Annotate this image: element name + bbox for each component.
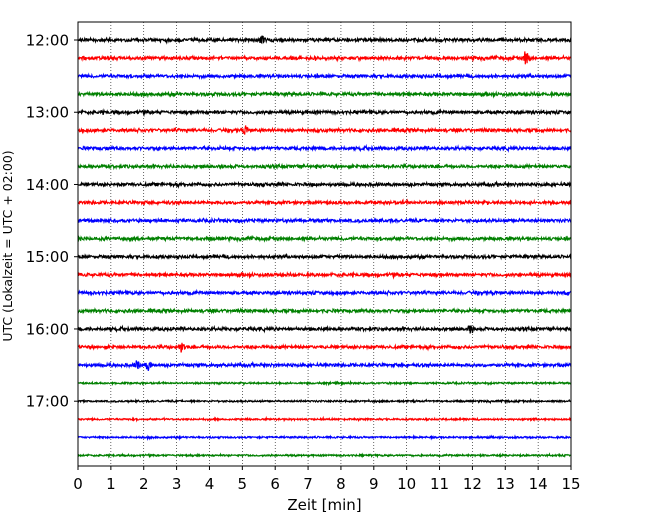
- x-tick-label: 12: [463, 475, 482, 493]
- x-tick-label: 3: [172, 475, 182, 493]
- seismogram-trace: [77, 234, 572, 244]
- trace-lines: [77, 35, 572, 459]
- y-axis-ticks: 12:00 13:00 14:00 15:00 16:00 17:00: [26, 32, 78, 411]
- seismogram-trace: [77, 216, 572, 225]
- y-tick-label: 16:00: [26, 320, 69, 338]
- x-tick-label: 11: [430, 475, 449, 493]
- x-tick-label: 14: [529, 475, 548, 493]
- x-tick-label: 7: [303, 475, 313, 493]
- seismogram-trace: [77, 162, 572, 171]
- seismogram-trace: [77, 108, 572, 118]
- seismogram-trace: [77, 452, 572, 459]
- seismogram-trace: [77, 342, 572, 353]
- x-tick-label: 1: [106, 475, 116, 493]
- x-tick-label: 4: [205, 475, 215, 493]
- seismogram-trace: [77, 398, 572, 405]
- plot-frame: [77, 21, 572, 467]
- seismogram-trace: [77, 35, 572, 45]
- x-axis-ticks: 0 1 2 3 4 5 6 7 8 9 10 11 12 13 14 15: [73, 466, 581, 493]
- x-tick-label: 5: [238, 475, 248, 493]
- seismogram-trace: [77, 253, 572, 261]
- seismogram-trace: [77, 51, 572, 65]
- y-tick-label: 13:00: [26, 104, 69, 122]
- seismogram-trace: [77, 379, 572, 387]
- x-tick-label: 9: [369, 475, 379, 493]
- seismogram-trace: [77, 306, 572, 315]
- seismogram-trace: [77, 125, 572, 135]
- y-tick-label: 15:00: [26, 248, 69, 266]
- seismogram-trace: [77, 90, 572, 99]
- seismogram-trace: [77, 143, 572, 153]
- y-axis-title: UTC (Lokalzeit = UTC + 02:00): [0, 150, 15, 341]
- x-tick-label: 6: [270, 475, 280, 493]
- seismogram-trace: [77, 270, 572, 280]
- seismogram-trace: [77, 360, 572, 371]
- seismogram-trace: [77, 288, 572, 297]
- x-tick-label: 10: [397, 475, 416, 493]
- seismogram-trace: [77, 198, 572, 207]
- seismogram-trace: [77, 72, 572, 81]
- x-tick-label: 15: [561, 475, 580, 493]
- y-tick-label: 17:00: [26, 393, 69, 411]
- seismogram-trace: [77, 415, 572, 423]
- y-tick-label: 14:00: [26, 176, 69, 194]
- seismogram-trace: [77, 324, 572, 334]
- seismogram-trace: [77, 433, 572, 441]
- x-tick-label: 8: [336, 475, 346, 493]
- x-tick-label: 13: [496, 475, 515, 493]
- y-tick-label: 12:00: [26, 32, 69, 50]
- seismogram-trace: [77, 180, 572, 189]
- grid-lines: [110, 22, 539, 466]
- x-axis-title: Zeit [min]: [287, 496, 361, 514]
- x-tick-label: 0: [73, 475, 83, 493]
- x-tick-label: 2: [139, 475, 149, 493]
